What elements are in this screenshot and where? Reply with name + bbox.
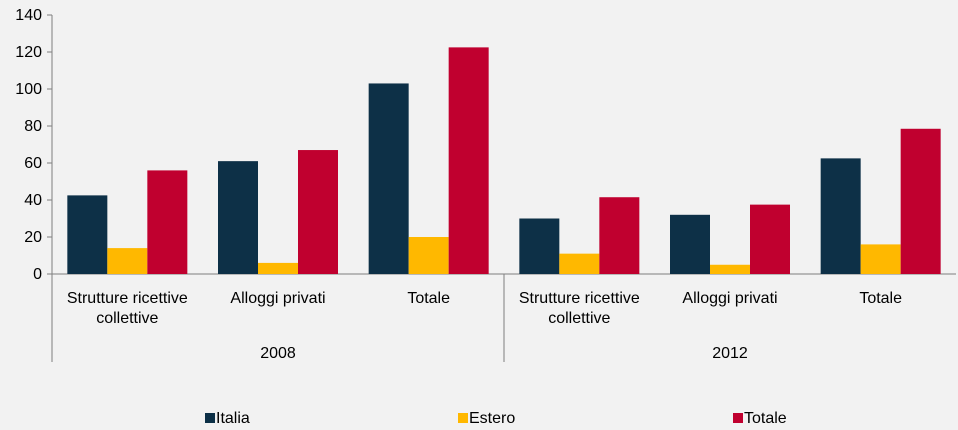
bar-estero [258, 262, 298, 274]
bar-italia [670, 214, 710, 274]
bar-estero [559, 253, 600, 274]
legend-label: Totale [744, 410, 787, 427]
category-label: Totale [407, 290, 450, 307]
y-tick-label: 120 [15, 44, 42, 61]
bars [67, 47, 941, 274]
legend-swatch-estero [458, 413, 468, 423]
bar-totale [599, 197, 640, 274]
axis-labels: 0 20 40 60 80 100 120 140 Strutture ricettive col… [15, 7, 902, 362]
category-label: Strutture ricettive [519, 290, 640, 307]
category-label: Strutture ricettive [67, 290, 188, 307]
bar-estero [408, 237, 449, 274]
category-label: collettive [96, 310, 158, 327]
category-label: collettive [548, 310, 610, 327]
bar-totale [448, 47, 489, 274]
bar-estero [860, 244, 901, 274]
legend-swatch-totale [733, 413, 743, 423]
legend-label: Italia [216, 410, 250, 427]
group-label: 2008 [260, 345, 296, 362]
bar-italia [820, 158, 861, 274]
y-tick-label: 100 [15, 81, 42, 98]
axes [47, 14, 956, 362]
category-label: Alloggi privati [230, 290, 325, 307]
bar-totale [750, 204, 790, 274]
bar-italia [519, 218, 560, 274]
bar-totale [900, 128, 941, 274]
bar-totale [147, 170, 188, 274]
y-tick-label: 20 [24, 229, 42, 246]
bar-estero [710, 264, 750, 274]
bar-estero [107, 248, 148, 274]
bar-italia [67, 195, 108, 274]
y-tick-label: 140 [15, 7, 42, 24]
category-label: Totale [859, 290, 902, 307]
y-tick-label: 40 [24, 192, 42, 209]
group-label: 2012 [712, 345, 748, 362]
legend-swatch-italia [205, 413, 215, 423]
legend: Italia Estero Totale [205, 410, 787, 427]
bar-italia [218, 161, 258, 274]
y-tick-label: 80 [24, 118, 42, 135]
y-tick-label: 0 [33, 266, 42, 283]
y-tick-label: 60 [24, 155, 42, 172]
bar-totale [298, 150, 338, 274]
category-label: Alloggi privati [682, 290, 777, 307]
legend-label: Estero [469, 410, 515, 427]
bar-italia [368, 83, 409, 274]
